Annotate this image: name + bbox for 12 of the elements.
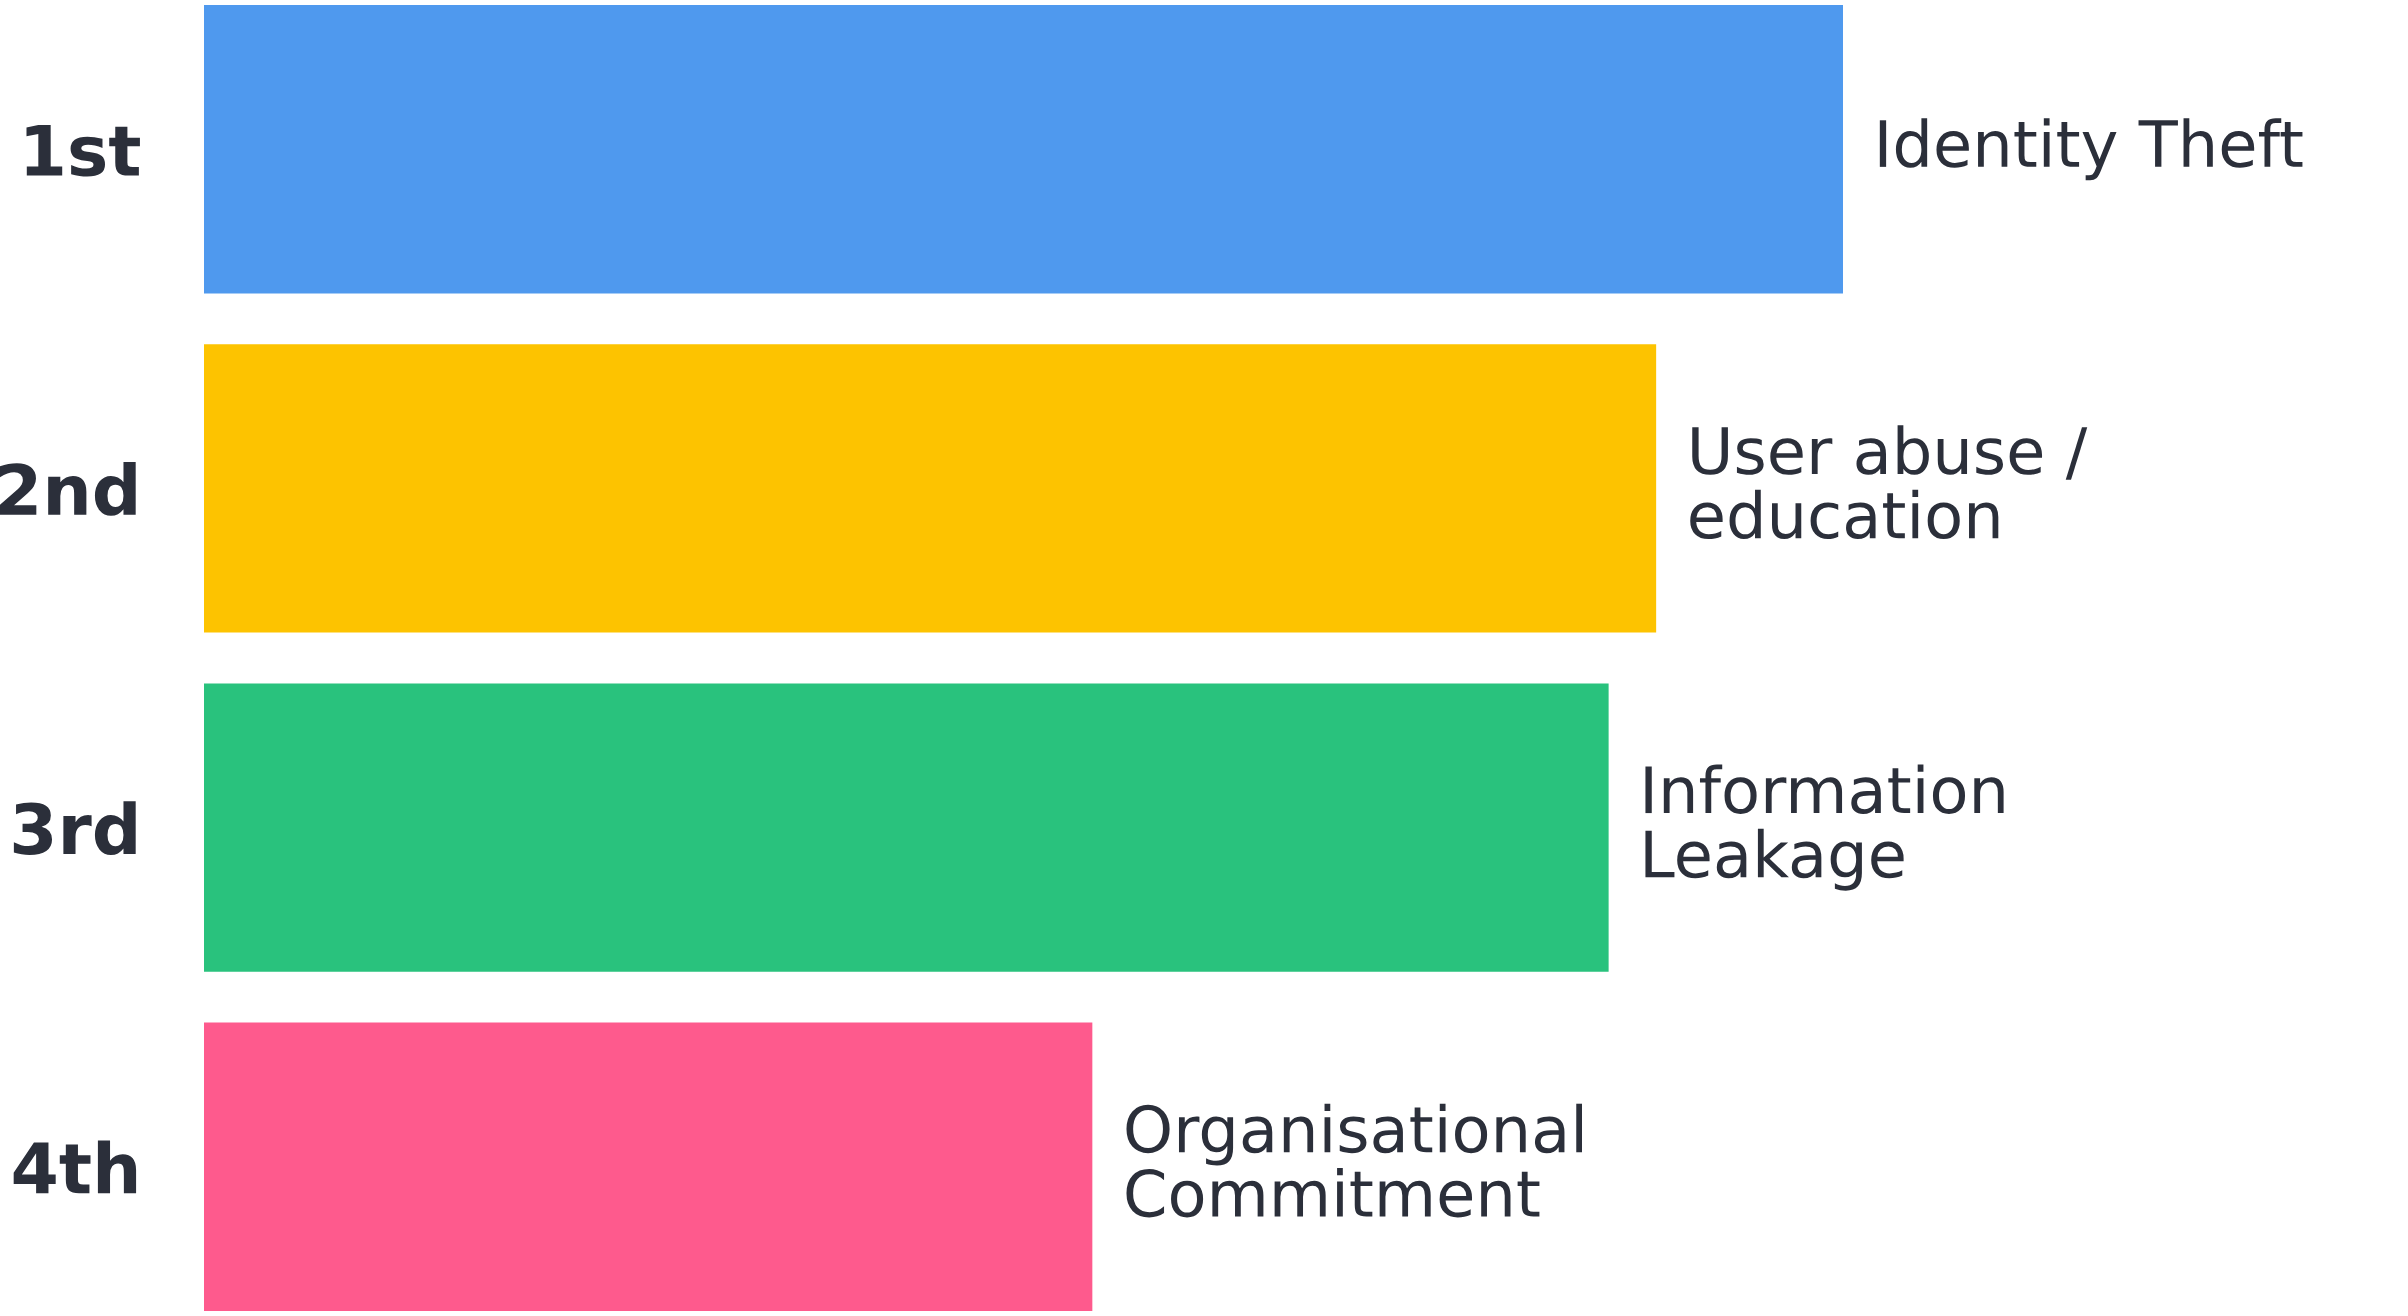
bar: [204, 5, 1843, 294]
bar: [204, 683, 1609, 972]
y-tick-label: 2nd: [0, 462, 136, 516]
annotation: User abuse / education: [1690, 425, 2088, 540]
y-tick-label: 3rd: [13, 801, 136, 855]
y-tick-label: 1st: [26, 124, 140, 177]
annotation: Organisational Commitment: [1126, 1103, 1583, 1218]
y-tick-label: 4th: [13, 1140, 137, 1194]
annotation: Identity Theft: [1879, 118, 2303, 181]
annotation: Information Leakage: [1645, 764, 2004, 891]
bar: [204, 344, 1657, 633]
bar: [204, 1022, 1093, 1311]
